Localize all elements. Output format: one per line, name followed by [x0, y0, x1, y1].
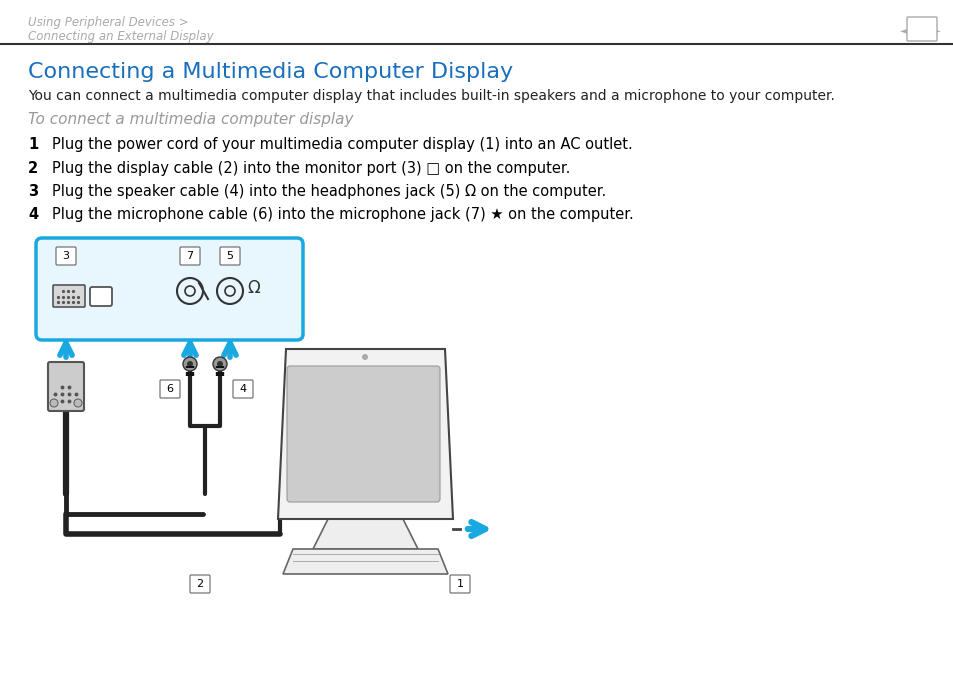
FancyBboxPatch shape — [220, 247, 240, 265]
Text: 80: 80 — [911, 25, 934, 43]
Text: 6: 6 — [167, 384, 173, 394]
Text: Connecting a Multimedia Computer Display: Connecting a Multimedia Computer Display — [28, 62, 513, 82]
Circle shape — [74, 399, 82, 407]
Circle shape — [213, 357, 227, 371]
FancyBboxPatch shape — [90, 287, 112, 306]
Circle shape — [361, 354, 368, 360]
FancyBboxPatch shape — [53, 285, 85, 307]
Text: Connecting an External Display: Connecting an External Display — [28, 30, 213, 43]
FancyBboxPatch shape — [48, 362, 84, 411]
FancyBboxPatch shape — [233, 380, 253, 398]
Text: ►: ► — [929, 23, 940, 37]
Text: Plug the microphone cable (6) into the microphone jack (7) ★ on the computer.: Plug the microphone cable (6) into the m… — [52, 207, 633, 222]
Polygon shape — [283, 549, 448, 574]
Circle shape — [216, 361, 223, 367]
Text: 1: 1 — [456, 579, 463, 589]
Circle shape — [187, 361, 193, 367]
Text: 3: 3 — [63, 251, 70, 261]
Text: Using Peripheral Devices >: Using Peripheral Devices > — [28, 16, 189, 29]
Text: 3: 3 — [28, 184, 38, 199]
Text: 1: 1 — [28, 137, 38, 152]
Text: 5: 5 — [226, 251, 233, 261]
Text: You can connect a multimedia computer display that includes built-in speakers an: You can connect a multimedia computer di… — [28, 89, 834, 103]
Text: Plug the power cord of your multimedia computer display (1) into an AC outlet.: Plug the power cord of your multimedia c… — [52, 137, 632, 152]
FancyBboxPatch shape — [906, 17, 936, 41]
FancyBboxPatch shape — [190, 575, 210, 593]
Text: 4: 4 — [239, 384, 246, 394]
Text: 2: 2 — [28, 161, 38, 176]
Text: 2: 2 — [196, 579, 203, 589]
FancyBboxPatch shape — [287, 366, 439, 502]
Text: To connect a multimedia computer display: To connect a multimedia computer display — [28, 112, 354, 127]
Text: Plug the speaker cable (4) into the headphones jack (5) Ω on the computer.: Plug the speaker cable (4) into the head… — [52, 184, 605, 199]
Text: ◄: ◄ — [899, 23, 910, 37]
FancyBboxPatch shape — [180, 247, 200, 265]
Circle shape — [50, 399, 58, 407]
FancyBboxPatch shape — [450, 575, 470, 593]
Polygon shape — [313, 519, 417, 549]
Polygon shape — [277, 349, 453, 519]
Circle shape — [183, 357, 196, 371]
FancyBboxPatch shape — [36, 238, 303, 340]
Text: 4: 4 — [28, 207, 38, 222]
FancyBboxPatch shape — [56, 247, 76, 265]
FancyBboxPatch shape — [160, 380, 180, 398]
Text: Ω: Ω — [247, 279, 259, 297]
Text: Plug the display cable (2) into the monitor port (3) □ on the computer.: Plug the display cable (2) into the moni… — [52, 161, 570, 176]
Text: 7: 7 — [186, 251, 193, 261]
